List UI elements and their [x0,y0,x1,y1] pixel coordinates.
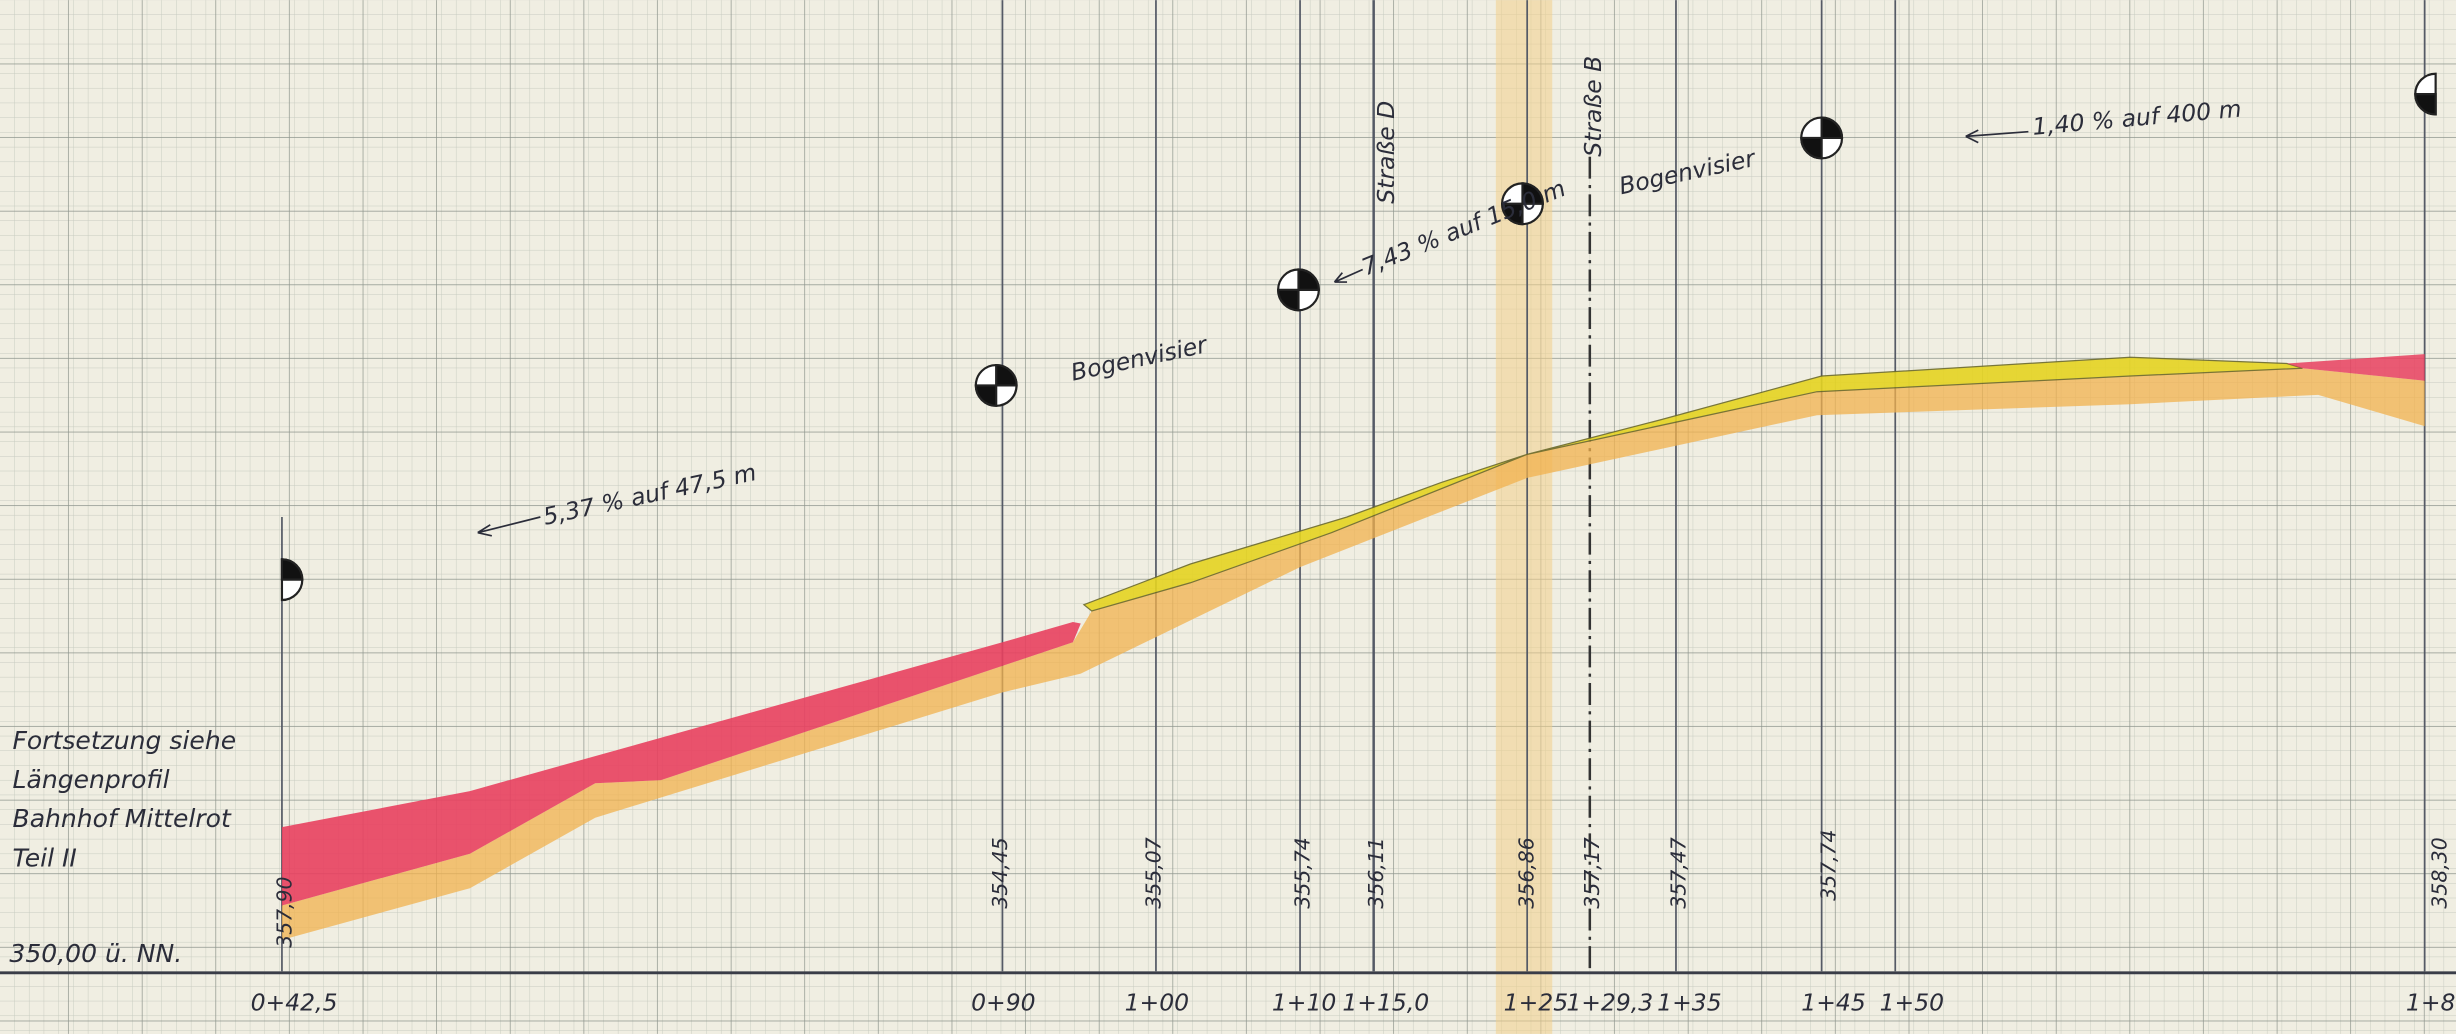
note-line: Bahnhof Mittelrot [13,804,232,833]
elevation-label: 357,90 [272,876,296,947]
elevation-label: 356,86 [1514,837,1538,908]
station-label: 1+35 [1657,988,1722,1016]
station-label: 1+10 [1272,988,1337,1016]
station-label: 1+15,0 [1342,988,1429,1016]
station-label: 0+90 [971,988,1036,1016]
station-label: 1+85 [2406,988,2456,1016]
note-line: Fortsetzung siehe [13,726,237,755]
elevation-label: 355,07 [1142,837,1166,908]
elevation-label: 357,17 [1580,837,1604,908]
station-label: 1+45 [1801,988,1866,1016]
cut-band [281,621,1081,906]
elevation-label: 356,11 [1364,837,1388,908]
gradient-arrows [477,129,2029,537]
datum-label: 350,00 ü. NN. [9,939,182,968]
note-line: Längenprofil [13,765,170,794]
station-label: 1+00 [1125,988,1190,1016]
elevation-label: 357,74 [1817,830,1841,901]
elevation-label: 354,45 [988,837,1012,908]
elevation-label: 357,47 [1666,837,1690,908]
survey-markers [280,72,2437,602]
elevation-label: 355,74 [1290,837,1314,908]
elevation-labels: 357,90 354,45 355,07 355,74 356,11 356,86 357,… [272,830,2451,948]
station-label: 1+29,3 [1566,988,1653,1016]
street-label: Straße D [1372,101,1400,204]
note-line: Teil II [13,843,77,872]
station-labels: 0+42,5 0+90 1+00 1+10 1+15,0 1+251+29,3 1+35 1+… [251,988,2456,1016]
station-lines [281,0,2426,972]
station-label: 1+50 [1880,988,1945,1016]
cut-band-end [2286,354,2425,381]
elevation-label: 358,30 [2428,837,2452,908]
street-label: Straße B [1579,56,1607,157]
street-band [1495,0,1553,1034]
station-label: 0+42,5 [251,988,338,1016]
station-label: 1+25 [1504,988,1569,1016]
